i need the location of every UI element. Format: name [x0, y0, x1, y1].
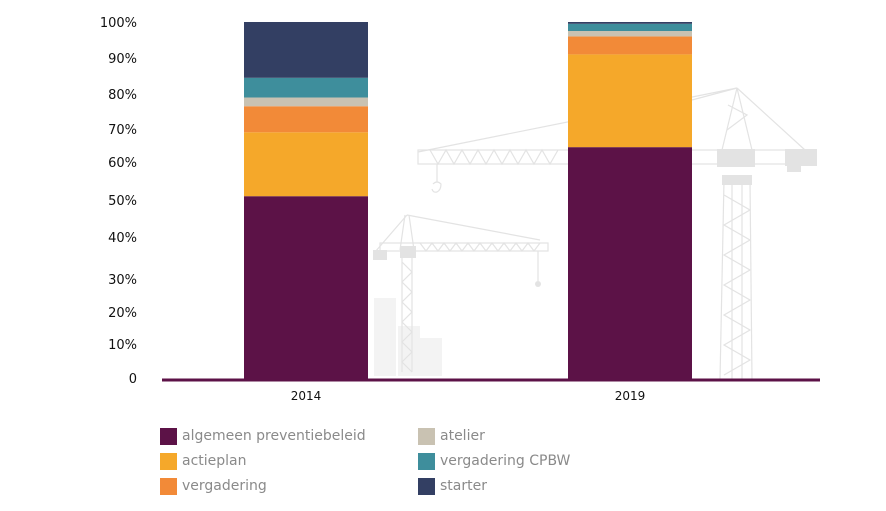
- y-tick-label: 90%: [108, 52, 137, 67]
- y-tick-label: 60%: [108, 156, 137, 171]
- y-tick-label: 10%: [108, 338, 137, 353]
- legend-swatch: [160, 477, 177, 495]
- legend-item: starter: [418, 476, 487, 496]
- legend-label: actieplan: [182, 453, 247, 469]
- legend-swatch: [418, 427, 435, 445]
- legend-swatch: [160, 427, 177, 445]
- bar-segment: [244, 196, 368, 380]
- y-tick-label: 30%: [108, 273, 137, 288]
- bar-segment: [568, 36, 692, 55]
- x-tick-label: 2014: [291, 389, 322, 403]
- bar-segment: [568, 54, 692, 148]
- legend-item: vergadering CPBW: [418, 451, 570, 471]
- bar-segment: [244, 106, 368, 133]
- legend-swatch: [418, 452, 435, 470]
- bar-segment: [244, 77, 368, 98]
- legend-item: algemeen preventiebeleid: [160, 426, 366, 446]
- bar-segment: [568, 23, 692, 31]
- legend-label: vergadering: [182, 478, 267, 494]
- y-tick-label: 0: [129, 372, 137, 387]
- bar-segment: [244, 132, 368, 197]
- legend-item: actieplan: [160, 451, 247, 471]
- bar-segment: [244, 22, 368, 78]
- y-axis-ticks: 100% 90% 80% 70% 60% 50% 40% 30% 20% 10% 0: [100, 16, 137, 387]
- y-tick-label: 70%: [108, 123, 137, 138]
- bar-segment: [244, 97, 368, 107]
- bar-segment: [568, 31, 692, 37]
- legend-label: algemeen preventiebeleid: [182, 428, 366, 444]
- legend-label: atelier: [440, 428, 485, 444]
- legend-swatch: [418, 477, 435, 495]
- legend-item: vergadering: [160, 476, 267, 496]
- legend-label: starter: [440, 478, 487, 494]
- x-axis-ticks: 2014 2019: [291, 389, 646, 403]
- x-tick-label: 2019: [615, 389, 646, 403]
- legend-item: atelier: [418, 426, 485, 446]
- bar-segment: [568, 147, 692, 380]
- y-tick-label: 40%: [108, 231, 137, 246]
- bar-segment: [568, 22, 692, 24]
- bars-group: [244, 22, 692, 380]
- y-tick-label: 20%: [108, 306, 137, 321]
- legend-swatch: [160, 452, 177, 470]
- legend: algemeen preventiebeleid actieplan verga…: [160, 426, 600, 506]
- y-tick-label: 50%: [108, 194, 137, 209]
- y-tick-label: 100%: [100, 16, 137, 31]
- y-tick-label: 80%: [108, 88, 137, 103]
- legend-label: vergadering CPBW: [440, 453, 571, 469]
